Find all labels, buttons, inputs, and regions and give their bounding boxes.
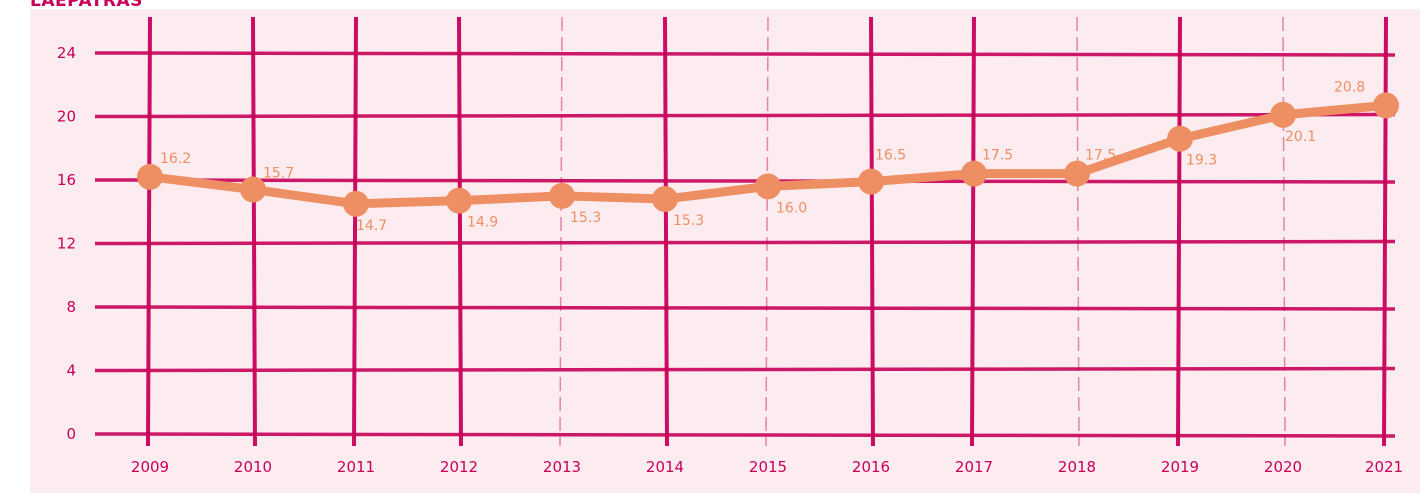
gridline-vertical — [663, 16, 669, 447]
data-point — [858, 168, 884, 195]
y-tick-label: 0 — [66, 425, 76, 443]
data-point — [446, 187, 472, 214]
y-tick-label: 8 — [66, 298, 76, 316]
gridline-vertical — [1176, 16, 1182, 447]
data-point — [961, 160, 987, 187]
gridline-horizontal — [94, 366, 1396, 373]
x-tick-label: 2010 — [234, 458, 272, 476]
gridline-vertical — [352, 16, 358, 447]
vertical-gridlines — [146, 16, 1388, 447]
x-tick-label: 2011 — [337, 458, 375, 476]
gridline-vertical — [559, 16, 563, 447]
chart-background — [30, 9, 1420, 493]
gridline-horizontal — [94, 51, 1396, 57]
gridline-vertical — [457, 16, 463, 447]
x-axis-ticks: 2009 2010 2011 2012 2013 2014 2015 2016 2017 2018… — [131, 458, 1403, 476]
data-point — [343, 190, 369, 217]
x-tick-label: 2018 — [1058, 458, 1096, 476]
x-tick-label: 2013 — [543, 458, 581, 476]
data-point — [1270, 101, 1296, 128]
gridline-vertical — [869, 16, 875, 447]
data-labels: 16.2 15.7 14.7 14.9 15.3 15.3 16.0 16.5 17.5 17.5… — [160, 79, 1365, 233]
series-line — [137, 92, 1399, 217]
x-tick-label: 2021 — [1365, 458, 1403, 476]
horizontal-gridlines — [94, 51, 1396, 438]
gridline-vertical — [970, 16, 976, 447]
gridline-vertical — [765, 16, 769, 447]
data-label: 17.5 — [1085, 148, 1116, 164]
data-label: 15.3 — [570, 210, 601, 226]
data-label: 20.1 — [1285, 129, 1316, 145]
x-tick-label: 2019 — [1161, 458, 1199, 476]
chart-title: LAEPATRAS — [30, 0, 143, 11]
data-label: 15.7 — [263, 166, 294, 182]
x-tick-label: 2015 — [749, 458, 787, 476]
gridline-vertical — [146, 16, 152, 447]
data-label: 17.5 — [982, 148, 1013, 164]
y-tick-label: 24 — [57, 44, 76, 62]
data-label: 16.2 — [160, 151, 191, 167]
data-label: 20.8 — [1334, 79, 1365, 95]
data-point — [240, 176, 266, 203]
gridline-horizontal — [94, 178, 1396, 184]
y-tick-label: 12 — [57, 235, 76, 253]
y-axis-ticks: 0 4 8 12 16 20 24 — [57, 44, 76, 443]
data-label: 19.3 — [1186, 153, 1217, 169]
x-tick-label: 2012 — [440, 458, 478, 476]
data-point — [1167, 125, 1193, 152]
gridline-vertical — [1076, 16, 1080, 447]
gridline-horizontal — [94, 305, 1396, 311]
x-tick-label: 2009 — [131, 458, 169, 476]
data-label: 14.9 — [467, 215, 498, 231]
data-point — [137, 163, 163, 190]
data-label: 16.0 — [776, 200, 807, 216]
data-point — [549, 182, 575, 209]
x-tick-label: 2017 — [955, 458, 993, 476]
x-tick-label: 2016 — [852, 458, 890, 476]
y-tick-label: 20 — [57, 108, 76, 126]
data-label: 15.3 — [673, 213, 704, 229]
gridline-vertical — [1382, 16, 1388, 447]
data-label: 14.7 — [356, 218, 387, 234]
gridline-vertical — [1282, 16, 1286, 447]
y-tick-label: 16 — [57, 171, 76, 189]
gridline-horizontal — [94, 112, 1396, 119]
x-tick-label: 2014 — [646, 458, 684, 476]
x-tick-label: 2020 — [1264, 458, 1302, 476]
gridline-horizontal — [94, 432, 1396, 438]
gridline-vertical — [251, 16, 257, 447]
data-point — [1064, 160, 1090, 187]
data-label: 16.5 — [875, 148, 906, 164]
data-point — [1373, 92, 1399, 119]
data-point — [755, 173, 781, 200]
y-tick-label: 4 — [66, 362, 76, 380]
gridline-horizontal — [94, 239, 1396, 246]
data-point — [652, 186, 678, 213]
